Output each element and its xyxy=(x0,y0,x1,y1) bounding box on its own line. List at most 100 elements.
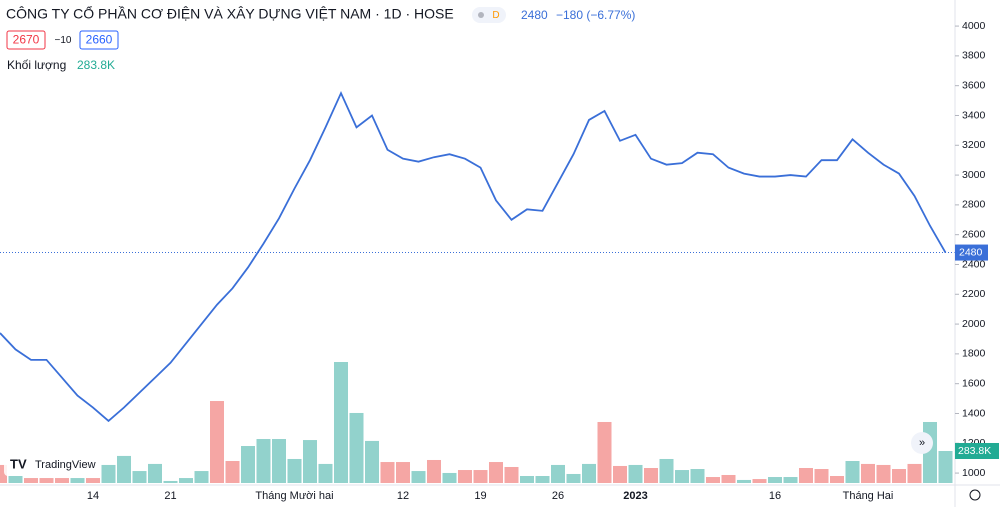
volume-bar xyxy=(24,478,38,483)
volume-bar xyxy=(318,463,333,483)
x-tick-label: 12 xyxy=(397,490,409,502)
spread: −10 xyxy=(55,35,72,46)
ask: 2660 xyxy=(86,33,113,47)
volume-bar xyxy=(210,401,224,483)
volume-bar xyxy=(892,469,906,483)
volume-bar xyxy=(504,466,519,483)
plot xyxy=(0,90,955,483)
volume-bar xyxy=(830,476,844,483)
box xyxy=(79,30,119,50)
volume-bar xyxy=(148,463,162,483)
volume-bar xyxy=(520,476,534,483)
volume-bar xyxy=(768,477,782,483)
y-tick-label: 3800 xyxy=(962,50,986,62)
volume-bar xyxy=(721,474,736,483)
volume-bar xyxy=(551,464,565,483)
y-tick-label: 3200 xyxy=(962,139,986,151)
volume-bar xyxy=(380,462,395,483)
y-tick-label: 4000 xyxy=(962,20,986,32)
x-tick-label: 21 xyxy=(164,490,176,502)
badge-dot xyxy=(478,12,484,18)
x-tick-label: 14 xyxy=(87,490,99,502)
box xyxy=(6,30,46,50)
logo: TV TradingView xyxy=(4,452,100,476)
volume-bar xyxy=(938,450,953,483)
logo-mark: TV xyxy=(10,456,27,471)
volume-bar xyxy=(845,461,860,483)
volume-bar xyxy=(783,477,798,483)
volume-bar xyxy=(55,478,69,483)
last-price-tag xyxy=(955,244,988,261)
volume-bar xyxy=(566,473,581,483)
volume-bar xyxy=(473,470,488,483)
volume-last: 283.8K xyxy=(77,58,115,72)
volume-bar xyxy=(70,478,85,483)
volume-bar xyxy=(194,471,209,483)
volume-bar xyxy=(8,476,23,483)
volume-bar xyxy=(132,471,147,483)
volume-bar xyxy=(582,463,596,483)
volume-bar xyxy=(752,479,767,483)
y-tick-label: 2200 xyxy=(962,288,986,300)
brand: TradingView xyxy=(35,459,96,471)
y-tick-label: 2600 xyxy=(962,228,986,240)
x-tick-label: 16 xyxy=(769,490,781,502)
volume-bar xyxy=(489,462,503,483)
volume-bar xyxy=(117,455,131,483)
y-tick-label: 3400 xyxy=(962,109,986,121)
volume-bar xyxy=(737,479,751,483)
volume-bar xyxy=(613,465,627,483)
volume-bar xyxy=(814,469,829,483)
volume-bar xyxy=(690,469,705,483)
volume-bar xyxy=(442,472,457,483)
volume-bar xyxy=(272,439,286,483)
y-tick-label: 2800 xyxy=(962,199,986,211)
volume-bar xyxy=(179,478,193,483)
last-price-label: 2480 xyxy=(959,246,983,258)
volume-bar xyxy=(163,480,178,483)
badge-bg xyxy=(472,7,506,23)
last-volume-tag xyxy=(955,442,999,459)
y-tick-label: 1400 xyxy=(962,407,986,419)
x-tick-label: 26 xyxy=(552,490,564,502)
volume-bar xyxy=(675,470,689,483)
volume-bar xyxy=(39,478,54,483)
chart-title: CÔNG TY CỔ PHẦN CƠ ĐIỆN VÀ XÂY DỰNG VIỆT… xyxy=(6,5,454,22)
volume-bar xyxy=(334,362,348,483)
volume-bar xyxy=(86,478,100,483)
scroll-icon[interactable]: » xyxy=(919,437,925,449)
x-tick-label: Tháng Mười hai xyxy=(255,490,333,502)
change: −180 (−6.77%) xyxy=(556,8,635,22)
scroll-button[interactable] xyxy=(911,432,933,454)
volume-name: Khối lượng xyxy=(7,58,66,72)
volume-bar xyxy=(628,464,643,483)
volume-bar xyxy=(303,440,317,483)
y-tick-label: 3000 xyxy=(962,169,986,181)
settings-icon[interactable] xyxy=(969,489,981,501)
volume-bar xyxy=(458,470,472,483)
volume-bar xyxy=(861,463,875,483)
volume-bar xyxy=(365,440,379,483)
volume-bar xyxy=(225,461,240,483)
volume-bar xyxy=(241,446,255,483)
volume-bar xyxy=(287,458,302,483)
volume-bar xyxy=(799,468,813,483)
bid: 2670 xyxy=(13,33,40,47)
volume-bar xyxy=(706,477,720,483)
volume-bar xyxy=(349,412,364,483)
volume-bar xyxy=(644,468,658,483)
y-tick-label: 1800 xyxy=(962,348,986,360)
y-tick-label: 1600 xyxy=(962,377,986,389)
badge: D xyxy=(492,10,499,21)
volume-bar xyxy=(876,464,891,483)
volume-bar xyxy=(535,476,550,483)
x-tick-label: Tháng Hai xyxy=(843,490,894,502)
y-tick-label: 3600 xyxy=(962,79,986,91)
volume-bar xyxy=(101,464,116,483)
logo-bg xyxy=(4,452,100,476)
last-volume-label: 283.8K xyxy=(958,445,991,457)
volume-bar xyxy=(597,421,612,483)
volume-bar xyxy=(396,462,410,483)
